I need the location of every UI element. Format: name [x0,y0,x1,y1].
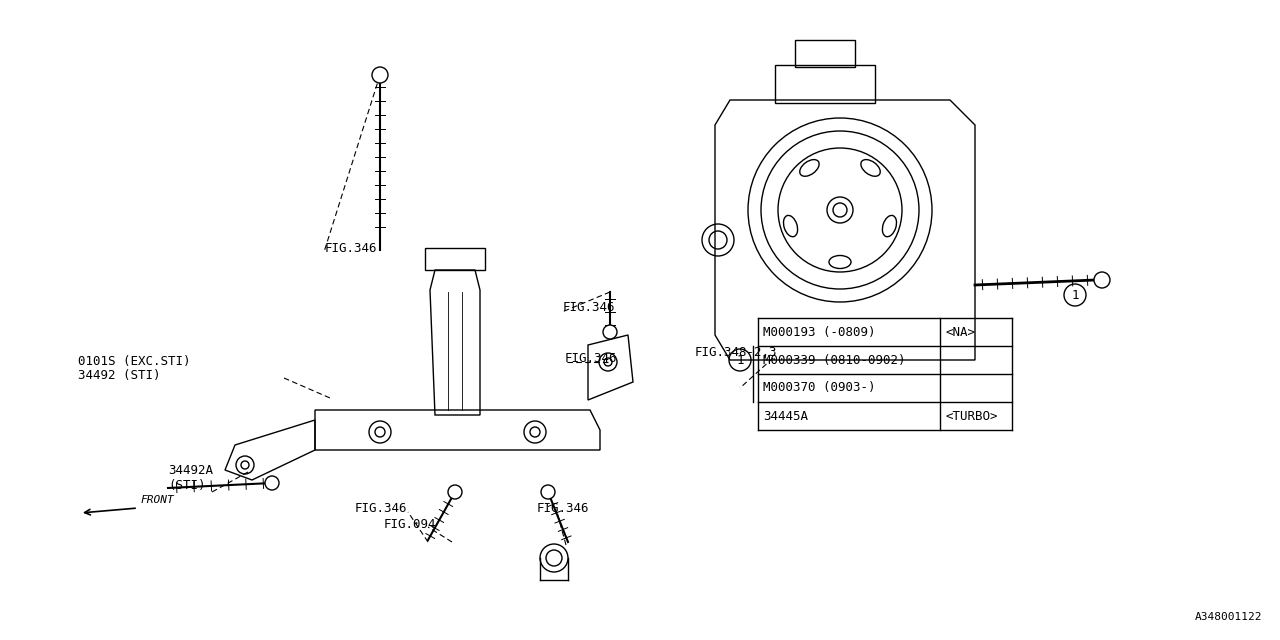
Circle shape [265,476,279,490]
Text: 1: 1 [1071,289,1079,301]
Circle shape [1094,272,1110,288]
Text: M000193 (-0809): M000193 (-0809) [763,326,876,339]
Text: M000339 (0810-0902): M000339 (0810-0902) [763,353,905,367]
Text: 34492 (STI): 34492 (STI) [78,369,160,381]
Text: FIG.094: FIG.094 [384,518,436,531]
Text: FIG.346: FIG.346 [564,351,617,365]
Circle shape [372,67,388,83]
Circle shape [541,485,556,499]
Text: 1: 1 [736,353,744,367]
Circle shape [833,203,847,217]
Text: 34492A: 34492A [168,465,212,477]
Text: 0101S (EXC.STI): 0101S (EXC.STI) [78,355,191,367]
Text: M000370 (0903-): M000370 (0903-) [763,381,876,394]
Text: FIG.346: FIG.346 [355,502,407,515]
Text: (STI): (STI) [168,479,206,492]
Text: FIG.346: FIG.346 [325,241,378,255]
Text: A348001122: A348001122 [1194,612,1262,622]
Circle shape [603,325,617,339]
Text: FRONT: FRONT [140,495,174,505]
Text: FIG.348-2,3: FIG.348-2,3 [695,346,777,358]
Text: 34445A: 34445A [763,410,808,422]
Text: FIG.346: FIG.346 [563,301,616,314]
Circle shape [448,485,462,499]
Text: <NA>: <NA> [945,326,975,339]
Text: FIG.346: FIG.346 [538,502,590,515]
Text: <TURBO>: <TURBO> [945,410,997,422]
